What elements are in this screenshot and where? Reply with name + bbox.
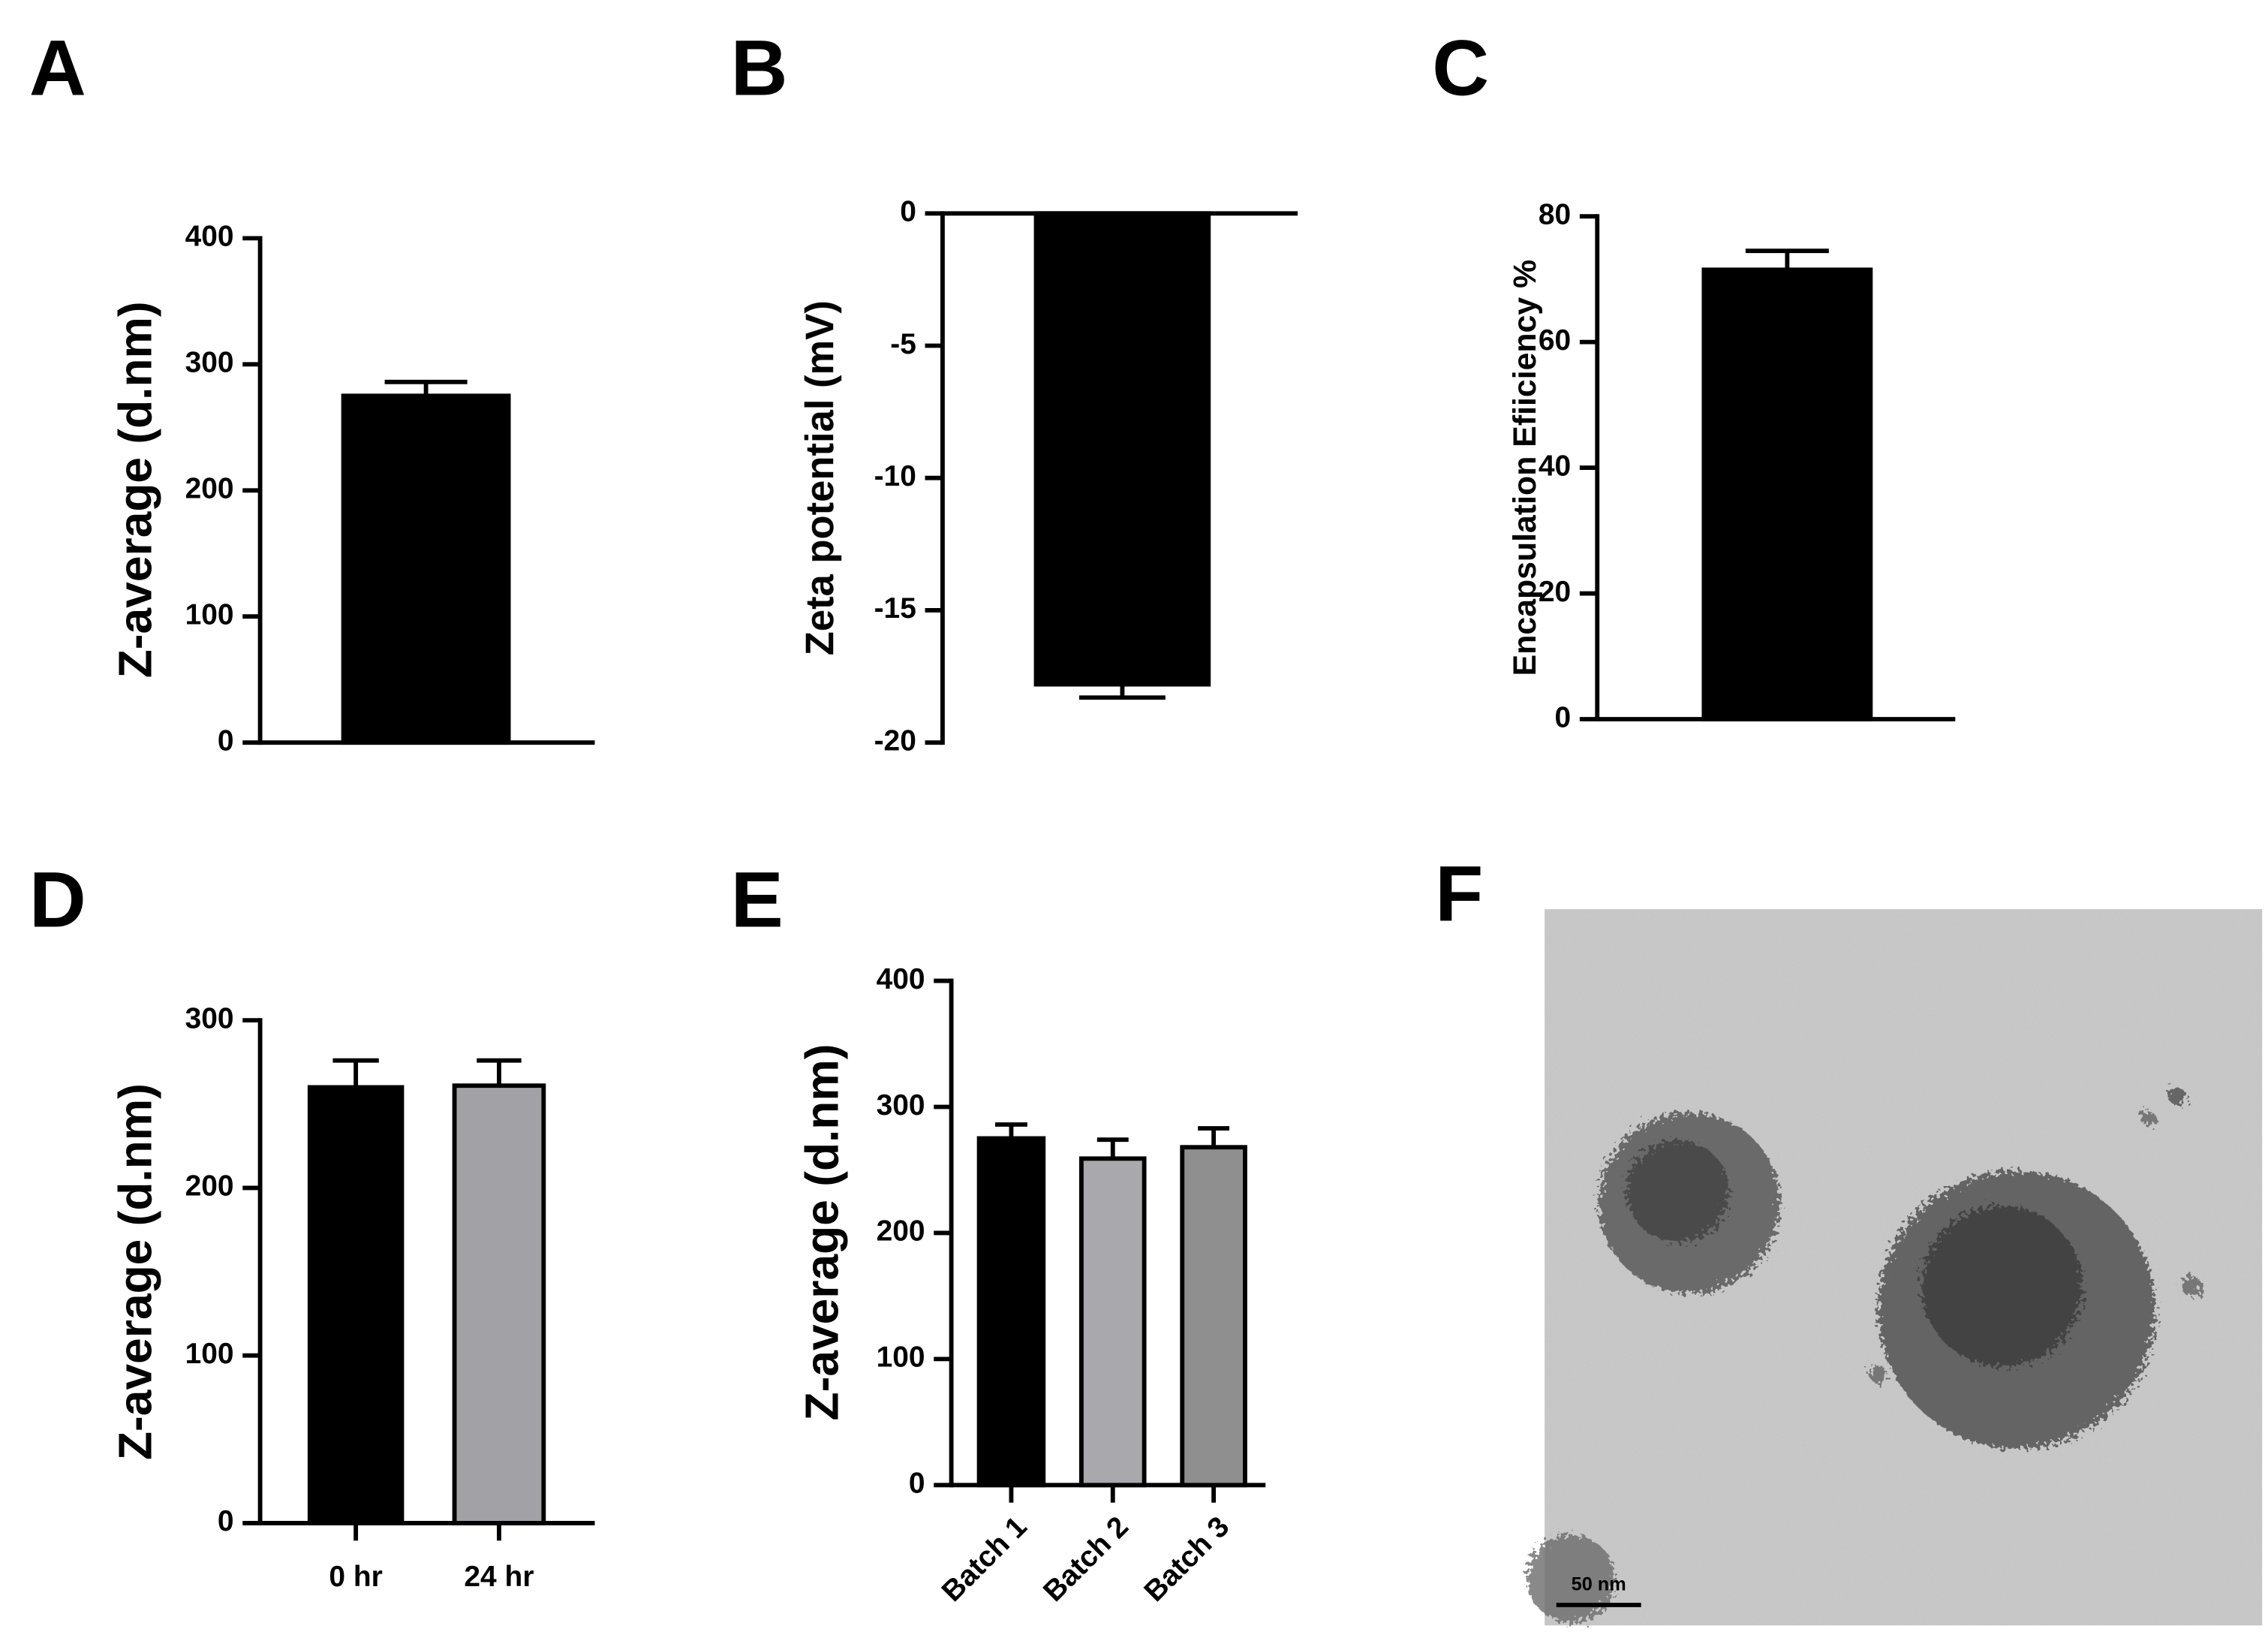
panel-label: F [1435, 851, 1483, 938]
y-tick-label: 0 [909, 1468, 925, 1500]
y-tick-label: 400 [185, 221, 234, 253]
bar [452, 1083, 546, 1525]
x-tick-label: 0 hr [329, 1561, 382, 1593]
y-tick-label: 300 [185, 347, 234, 379]
x-tick-label: Batch 3 [1138, 1510, 1235, 1608]
bar [976, 1136, 1046, 1488]
y-tick-label: -5 [890, 328, 916, 360]
bar [1078, 1156, 1147, 1488]
y-tick-label: -20 [874, 724, 916, 757]
bar [341, 393, 511, 745]
bar [1701, 267, 1873, 721]
tem-image: 50 nm [1527, 909, 2263, 1626]
y-axis-label: Zeta potential (mV) [798, 300, 842, 655]
x-tick-label: Batch 1 [936, 1510, 1033, 1608]
panel-label: A [29, 25, 86, 113]
y-tick-label: 0 [218, 724, 234, 757]
y-tick-label: -10 [874, 460, 916, 492]
y-tick-label: 0 [1555, 701, 1572, 733]
y-tick-label: 60 [1539, 324, 1571, 357]
y-tick-label: -15 [874, 592, 916, 625]
bar [1180, 1145, 1247, 1488]
y-axis-label: Z-average (d.nm) [797, 1043, 849, 1420]
y-tick-label: 200 [185, 1170, 234, 1203]
y-tick-label: 0 [900, 196, 916, 228]
y-tick-label: 100 [877, 1341, 925, 1374]
scale-bar-label: 50 nm [1572, 1574, 1626, 1595]
y-tick-label: 40 [1539, 450, 1571, 482]
y-axis-label: Encapsulation Efiiciency % [1507, 260, 1543, 676]
y-tick-label: 200 [185, 473, 234, 505]
panel-label: E [731, 857, 784, 944]
y-tick-label: 300 [877, 1089, 925, 1122]
panel-label: C [1432, 25, 1489, 113]
y-tick-label: 80 [1539, 198, 1571, 230]
bar [1033, 211, 1211, 687]
y-tick-label: 400 [877, 963, 925, 995]
panel-label: B [731, 25, 788, 113]
x-tick-label: Batch 2 [1037, 1510, 1135, 1608]
y-tick-label: 100 [185, 599, 234, 631]
panel-label: D [29, 857, 86, 944]
y-tick-label: 20 [1539, 576, 1571, 608]
y-tick-label: 100 [185, 1338, 234, 1370]
y-axis-label: Z-average (d.nm) [110, 301, 161, 678]
x-tick-label: 24 hr [464, 1561, 534, 1593]
y-tick-label: 200 [877, 1215, 925, 1248]
bar [307, 1085, 405, 1525]
y-tick-label: 0 [218, 1505, 234, 1537]
y-axis-label: Z-average (d.nm) [110, 1083, 161, 1460]
y-tick-label: 300 [185, 1002, 234, 1034]
